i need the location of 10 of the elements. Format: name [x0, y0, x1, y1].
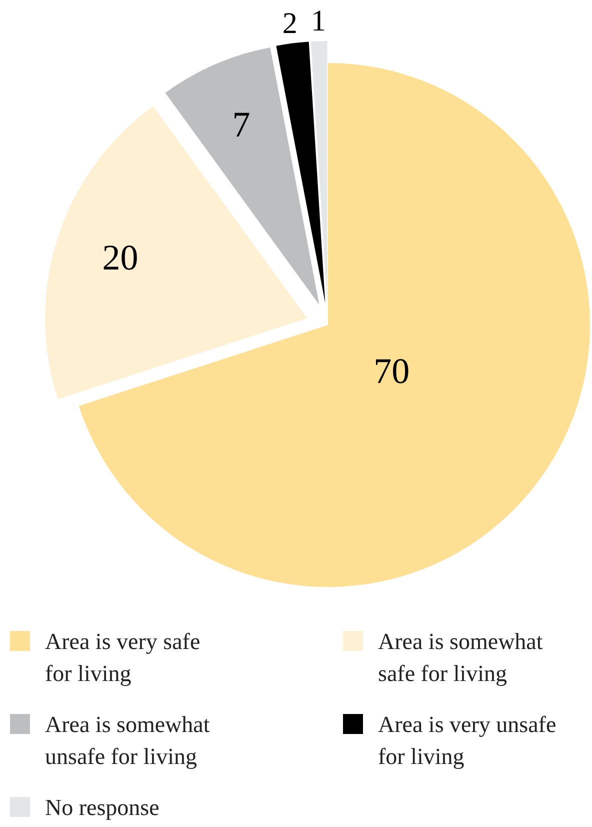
legend-label: Area is very safe for living [45, 629, 200, 686]
data-label: 70 [374, 351, 410, 392]
data-label: 7 [232, 104, 250, 144]
data-label: 1 [310, 4, 326, 38]
data-label: 2 [282, 6, 298, 40]
legend-label: Area is very unsafe for living [378, 712, 556, 769]
legend-label: Area is somewhat unsafe for living [45, 712, 210, 769]
legend-label: Area is somewhat safe for living [378, 629, 544, 686]
legend-label: No response [45, 795, 160, 820]
data-label: 20 [102, 237, 138, 278]
